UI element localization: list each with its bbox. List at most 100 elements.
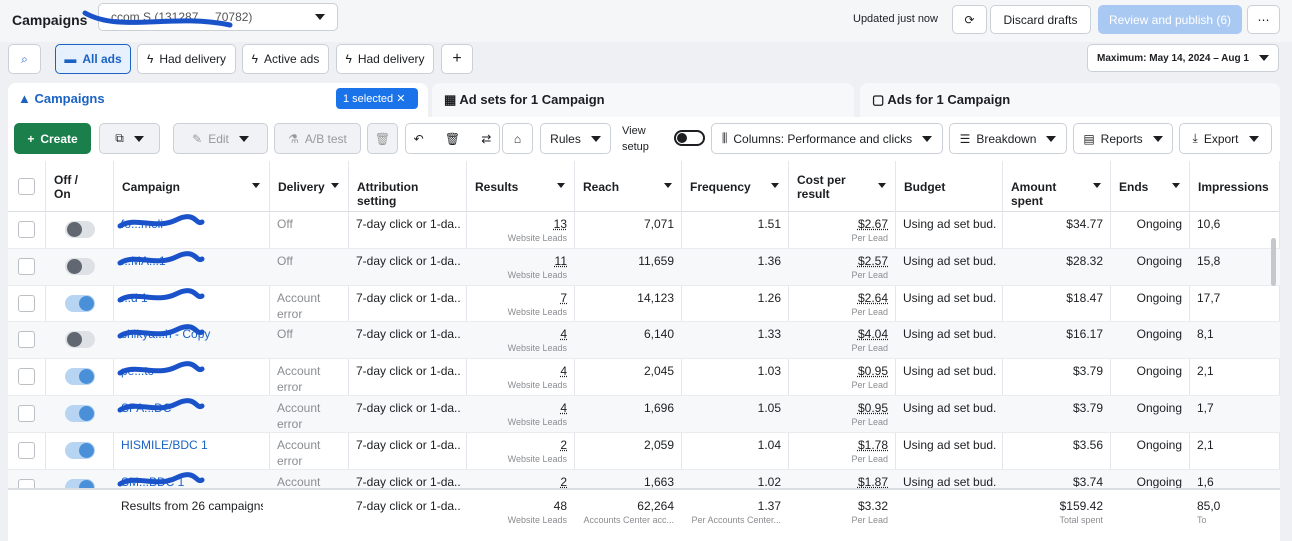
cell-delivery: Off [277,217,293,231]
cell-spent: $16.17 [1066,327,1103,342]
table-row: shikya...h - Copy Off 7-day click or 1-da.… [8,322,1280,360]
cell-reach-sub: Accounts Center acc... [583,515,674,525]
tag-button[interactable]: ⌂ [502,123,533,154]
tab-ads[interactable]: ▢ Ads for 1 Campaign [860,83,1280,117]
row-checkbox[interactable] [18,441,35,459]
table-row: SPA...DC Account error 7-day click or 1-da… [8,396,1280,433]
on-off-toggle[interactable] [65,405,95,422]
discard-button[interactable]: Discard drafts [990,5,1091,34]
updated-label: Updated just now [853,13,938,25]
on-off-toggle[interactable] [65,294,95,312]
label: Breakdown [976,131,1037,146]
cell-attribution: 7-day click or 1-da... [356,327,460,342]
column-header[interactable]: Frequency [690,180,751,194]
cell-results-sub: Website Leads [507,380,567,391]
tab-adsets[interactable]: ▦ Ad sets for 1 Campaign [432,83,854,117]
column-header[interactable]: Campaign [122,180,181,194]
toggle-knob [67,222,82,237]
cell-delivery: Off [277,253,293,268]
column-header[interactable]: Results [475,180,519,194]
ab-test-button[interactable]: ⚗ A/B test [274,123,361,154]
column-header[interactable]: Impressions [1198,180,1269,194]
cell-ends: Ongoing [1136,253,1182,268]
toggle-knob [79,369,94,385]
on-off-toggle[interactable] [65,331,95,349]
cell-results: 13 [553,217,567,231]
row-checkbox[interactable] [18,221,35,238]
cell-attribution: 7-day click or 1-da... [356,474,460,489]
label: 1 selected [343,93,394,105]
reports-button[interactable]: ▤ Reports [1073,123,1173,154]
toggle-knob [79,406,94,421]
cell-cost: $2.57 [857,253,888,268]
refresh-button[interactable]: ⟳ [952,5,987,34]
label: Ad sets for 1 Campaign [459,92,605,107]
row-checkbox[interactable] [18,257,35,275]
edit-button[interactable]: ✎ Edit [173,123,268,154]
cell-reach: 14,123 [637,290,674,305]
cell-frequency: 1.33 [757,327,781,342]
export-button[interactable]: ⤓ Export [1179,123,1272,154]
column-header[interactable]: Attribution setting [357,180,419,208]
cell-results: 7 [560,290,567,305]
row-checkbox[interactable] [18,294,35,312]
publish-button[interactable]: Review and publish (6) [1098,5,1242,34]
toggle-knob [79,295,94,311]
column-header[interactable]: Budget [904,180,946,194]
column-header[interactable]: Reach [583,180,620,194]
active-ads-filter[interactable]: ϟ Active ads [242,44,329,74]
row-checkbox[interactable] [18,405,35,422]
cell-results: 4 [560,327,567,342]
date-range[interactable]: Maximum: May 14, 2024 – Aug 1 [1087,44,1279,72]
sort-caret [664,183,672,192]
column-header[interactable]: Delivery [278,180,325,194]
more-button[interactable]: ⋯ [1247,5,1280,34]
on-off-toggle[interactable] [65,221,95,238]
row-checkbox[interactable] [18,331,35,349]
had-delivery-filter[interactable]: ϟ Had delivery [336,44,434,74]
cell-ends: Ongoing [1136,290,1182,305]
on-off-toggle[interactable] [65,368,95,386]
cell-impressions: 85,0 [1197,499,1221,513]
column-header[interactable]: Cost per result [797,173,846,201]
columns-button[interactable]: ⫼ Columns: Performance and clicks [711,123,943,154]
column-header[interactable]: Amount spent [1011,180,1057,208]
create-button[interactable]: + Create [14,123,91,154]
cell-attribution: 7-day click or 1-da... [356,437,460,452]
cell-attribution: 7-day click or 1-da... [356,364,460,379]
selected-pill[interactable]: 1 selected ✕ [336,88,418,109]
cell-reach: 11,659 [638,253,674,268]
cell-budget: Using ad set bud... [903,437,996,452]
row-checkbox[interactable] [18,368,35,386]
on-off-toggle[interactable] [65,441,95,459]
cell-impressions-sub: To [1197,515,1207,525]
undo-group[interactable]: ↶ 🗑 ⇄ [405,123,500,154]
cell-budget: Using ad set bud... [903,364,996,379]
breakdown-button[interactable]: ☰ Breakdown [949,123,1067,154]
cell-spent-sub: Total spent [1059,515,1103,525]
cell-reach: 1,663 [643,474,674,489]
on-off-toggle[interactable] [65,257,95,275]
add-filter[interactable]: + [441,44,473,74]
search-button[interactable]: ⌕ [8,44,41,74]
label: Active ads [264,52,320,66]
column-header[interactable]: Off / On [54,173,78,201]
cell-reach: 2,045 [643,364,674,379]
cell-budget: Using ad set bud... [903,327,996,342]
had-delivery-filter[interactable]: ϟ Had delivery [137,44,236,74]
table-row: pe...tc Account error 7-day click or 1-da.… [8,359,1280,396]
page-title: Campaigns [12,12,88,28]
duplicate-button[interactable]: ⧉ [99,123,160,154]
cell-spent: $3.79 [1072,401,1103,415]
cell-cost: $1.78 [857,437,888,452]
cell-attribution: 7-day click or 1-da... [356,499,460,513]
all-ads-filter[interactable]: ▬ All ads [55,44,131,74]
checkbox[interactable] [18,178,35,195]
cell-budget: Using ad set bud... [903,290,996,305]
rules-button[interactable]: Rules [540,123,611,154]
delete-button[interactable]: 🗑 [367,123,398,154]
footer-row: Results from 26 campaigns 7-day click or … [8,488,1280,541]
column-header[interactable]: Ends [1119,180,1149,194]
view-setup-toggle[interactable] [674,130,705,146]
view-setup-label: View setup [622,125,649,153]
